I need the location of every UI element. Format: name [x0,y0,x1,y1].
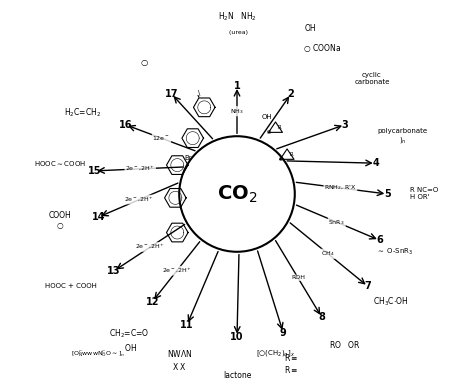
Text: HOOC$\sim$COOH: HOOC$\sim$COOH [34,159,86,168]
Text: 8: 8 [319,312,325,322]
Text: [$\rm O^{C}_{N}wwwN^{C}_{O}O\sim$]$_n$: [$\rm O^{C}_{N}wwwN^{C}_{O}O\sim$]$_n$ [72,349,126,360]
Text: 7: 7 [365,281,371,291]
Text: $\bigcirc$: $\bigcirc$ [140,58,149,68]
Text: (urea): (urea) [226,30,248,35]
Text: RNH$_2$, R'X: RNH$_2$, R'X [324,184,356,192]
Text: 2e$^-$,2H$^+$: 2e$^-$,2H$^+$ [135,243,165,251]
Text: Br: Br [184,155,192,161]
Text: 9: 9 [280,328,287,338]
Text: 12e$^-$: 12e$^-$ [153,134,171,142]
Text: 17: 17 [165,89,178,99]
Text: OH: OH [304,24,316,33]
Text: COOH
$\bigcirc$: COOH $\bigcirc$ [48,211,71,231]
Text: $\bigcirc$ COONa: $\bigcirc$ COONa [303,42,341,54]
Text: 10: 10 [230,331,244,341]
Text: 3: 3 [341,120,348,130]
Text: 2e$^-$,2H$^+$: 2e$^-$,2H$^+$ [124,196,155,204]
Text: 2: 2 [288,89,294,99]
Text: SnR$_3$: SnR$_3$ [328,218,345,227]
Text: CH$_2$=C=O
$\;$OH: CH$_2$=C=O $\;$OH [109,328,149,353]
Text: ROH: ROH [291,275,305,280]
Text: R$\equiv$
R$\equiv$: R$\equiv$ R$\equiv$ [284,352,298,376]
Circle shape [179,136,295,252]
Text: \: \ [199,90,201,95]
Text: R: R [289,152,293,157]
Text: 13: 13 [107,266,120,276]
Text: OH: OH [262,114,273,120]
Text: 2e$^-$,2H$^+$: 2e$^-$,2H$^+$ [162,267,192,275]
Text: CO$_2$: CO$_2$ [217,184,257,204]
Text: O: O [279,158,283,163]
Text: 16: 16 [118,120,132,130]
Text: 6: 6 [376,235,383,245]
Text: $\sim$ O-SnR$_3$: $\sim$ O-SnR$_3$ [376,247,414,257]
Text: 1: 1 [234,81,240,91]
Text: R: R [278,125,282,130]
Text: cyclic
carbonate: cyclic carbonate [354,72,390,85]
Text: H$_2$C=CH$_2$: H$_2$C=CH$_2$ [64,107,101,120]
Text: 4: 4 [372,158,379,168]
Text: CH$_4$: CH$_4$ [321,249,335,258]
Text: HOOC + COOH: HOOC + COOH [46,284,97,289]
Text: RO$\quad$OR: RO$\quad$OR [329,339,361,350]
Text: 2e$^-$,2H$^+$: 2e$^-$,2H$^+$ [125,165,155,173]
Text: 11: 11 [180,320,194,330]
Text: 15: 15 [88,166,101,176]
Text: 14: 14 [91,212,105,222]
Text: R NC=O
H OR': R NC=O H OR' [410,187,438,201]
Text: H$_2$N$\quad$NH$_2$: H$_2$N$\quad$NH$_2$ [218,10,256,23]
Text: 5: 5 [384,189,391,199]
Text: lactone: lactone [223,371,251,379]
Text: 12: 12 [146,297,159,307]
Text: NW$\Lambda$N
X$\;$X: NW$\Lambda$N X$\;$X [166,348,192,372]
Text: [$\bigcirc$(CH$_2$)$_{q}$]$_x$: [$\bigcirc$(CH$_2$)$_{q}$]$_x$ [256,348,295,360]
Text: polycarbonate
)$_n$: polycarbonate )$_n$ [378,128,428,145]
Text: NH$_3$: NH$_3$ [230,107,244,116]
Text: CH$_3$C$\cdot$OH: CH$_3$C$\cdot$OH [374,296,409,308]
Text: O: O [267,130,272,135]
